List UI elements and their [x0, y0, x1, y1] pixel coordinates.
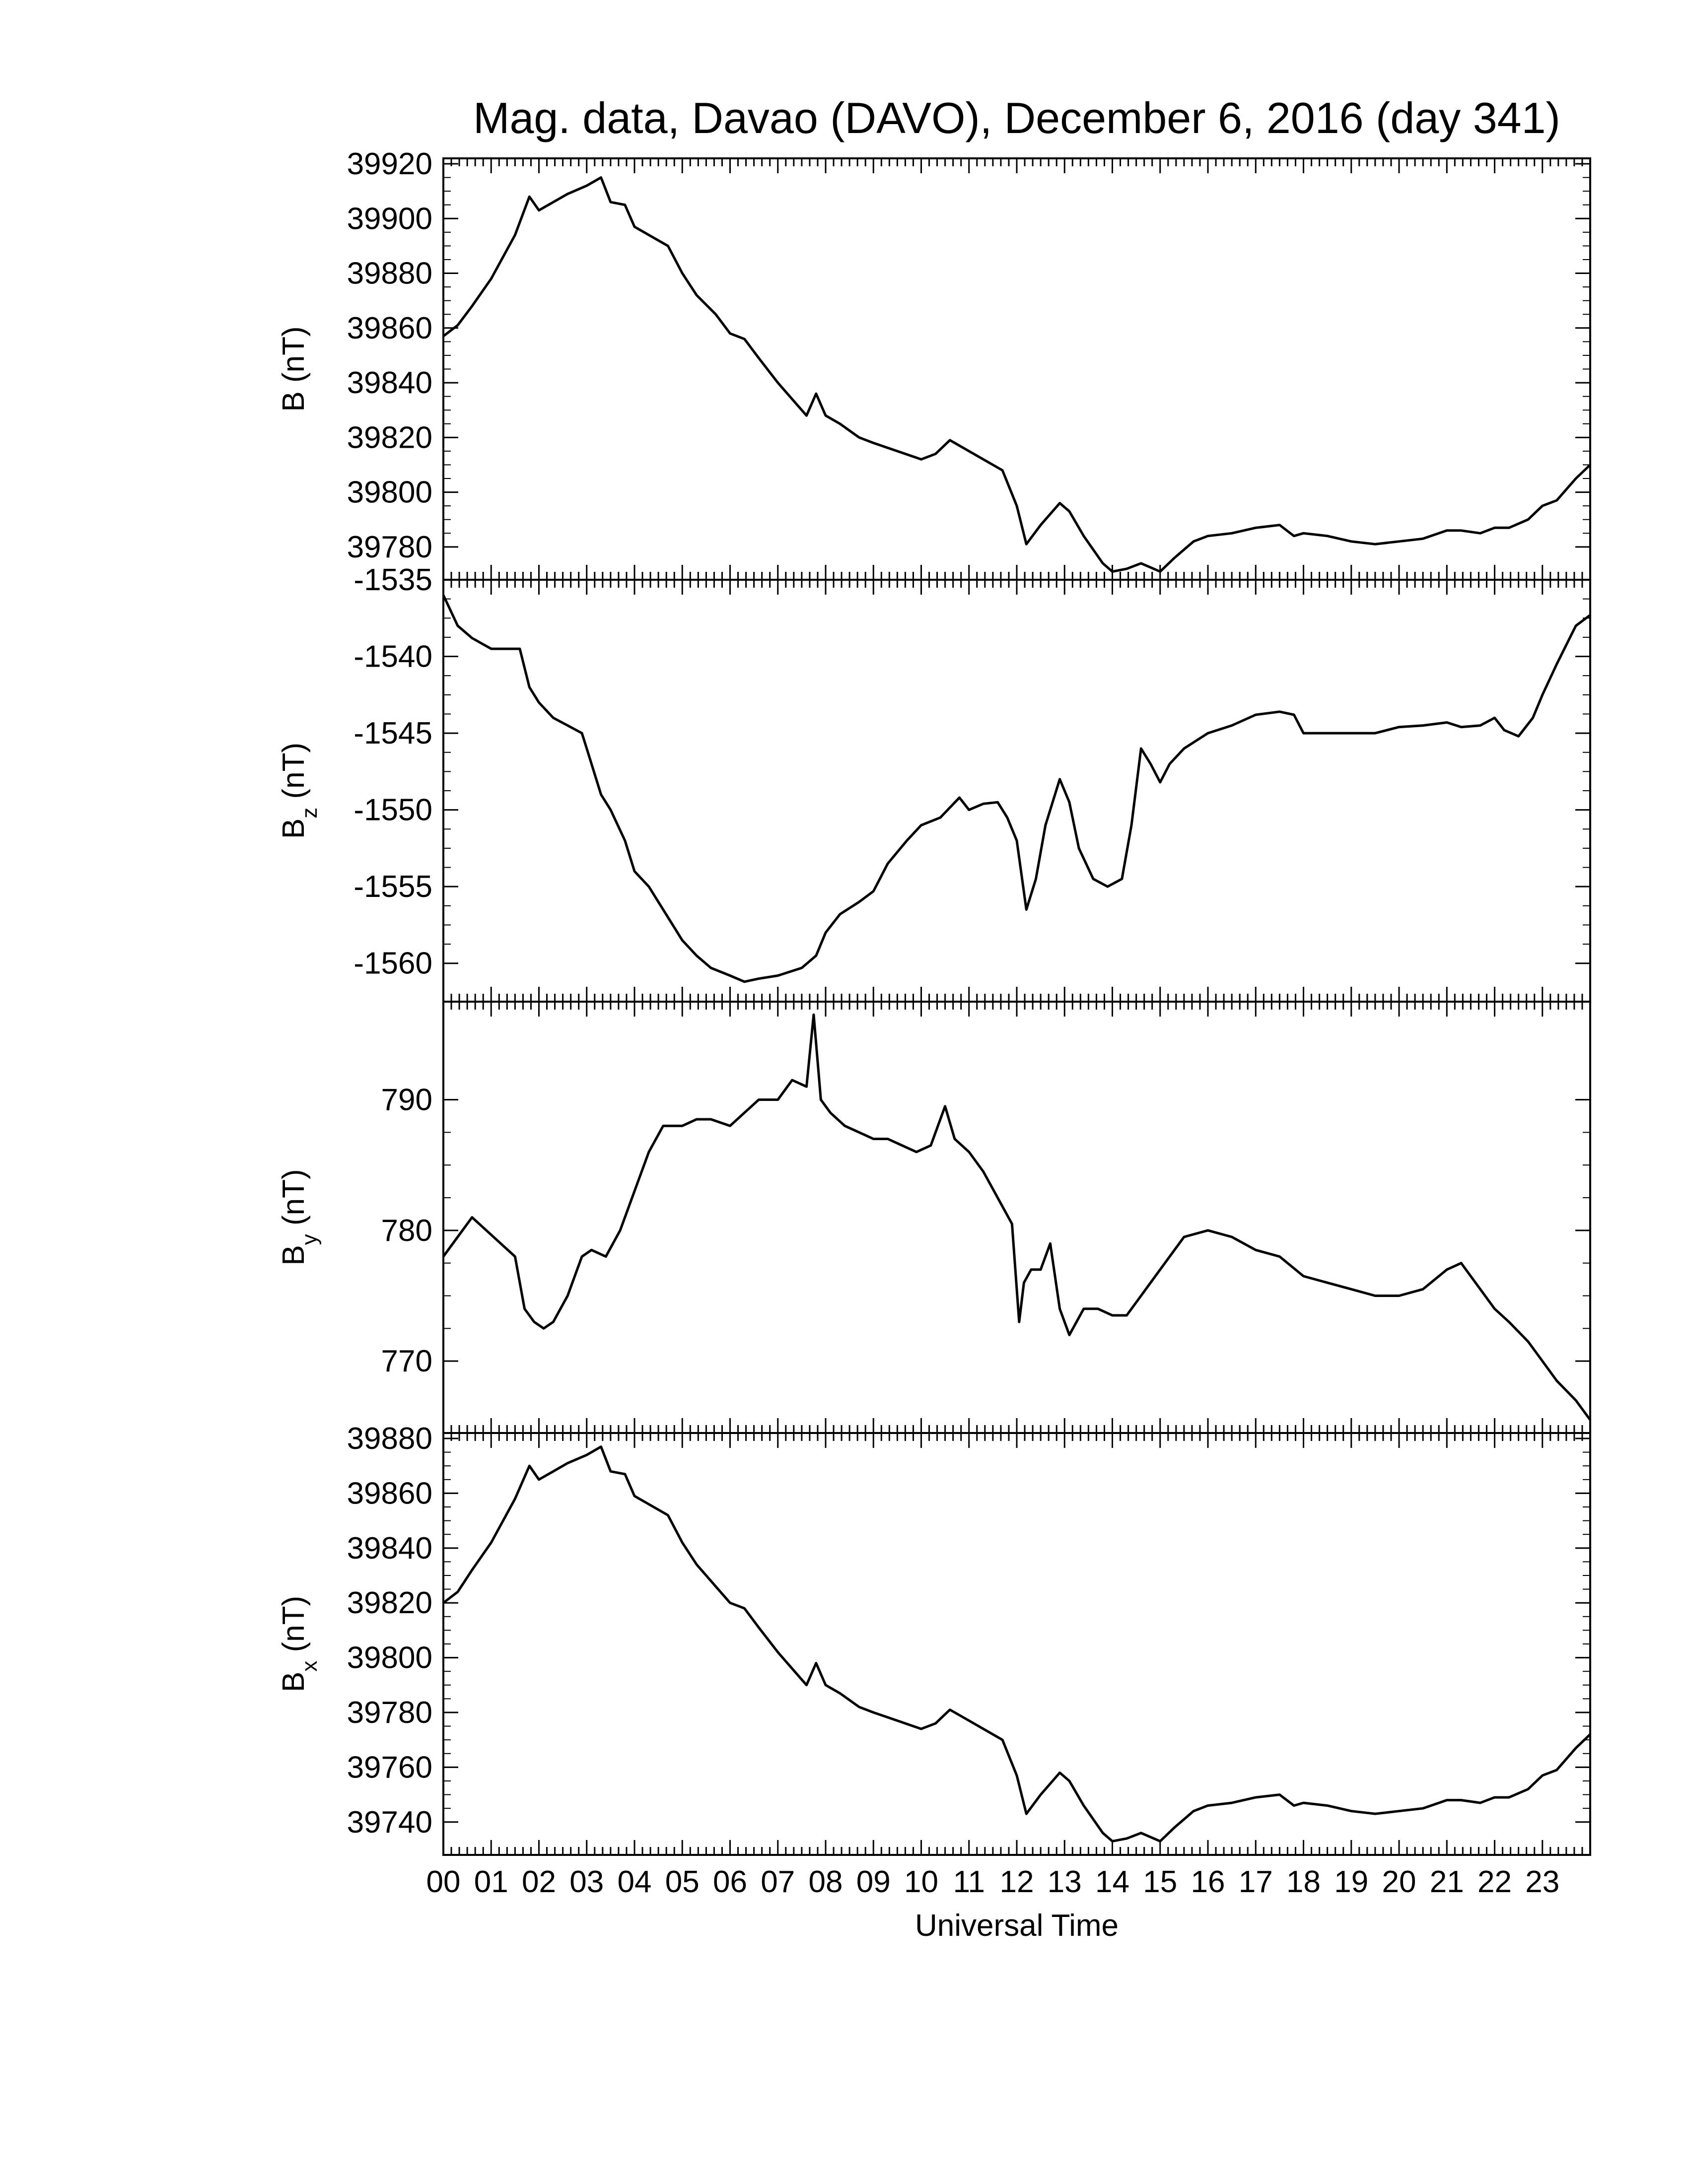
- y-axis-title: Bz (nT): [277, 743, 322, 839]
- y-axis-title-unit: (nT): [277, 1596, 311, 1661]
- y-tick-label: 39880: [347, 1422, 432, 1456]
- x-tick-label: 00: [426, 1865, 461, 1899]
- x-tick-label: 09: [856, 1865, 891, 1899]
- y-tick-label: -1555: [353, 870, 432, 904]
- y-axis-title: B (nT): [277, 326, 311, 411]
- y-tick-label: 39860: [347, 311, 432, 345]
- panels: 39780 39800 39820 39840 39860 39880 39900 39920…: [277, 147, 1592, 1856]
- x-tick-label: 14: [1095, 1865, 1129, 1899]
- y-axis-title-subscript: z: [297, 808, 322, 819]
- y-tick-label: 39900: [347, 202, 432, 236]
- y-tick-label: -1560: [353, 947, 432, 981]
- x-tick-label: 23: [1525, 1865, 1559, 1899]
- y-tick-label: 39820: [347, 1586, 432, 1620]
- y-tick-label: 39800: [347, 1641, 432, 1675]
- x-tick-label: 17: [1239, 1865, 1273, 1899]
- x-tick-label: 03: [569, 1865, 604, 1899]
- y-tick-label: 780: [381, 1214, 432, 1248]
- y-axis-title-main: B (nT): [277, 326, 311, 411]
- y-axis-title-subscript: x: [297, 1661, 322, 1672]
- x-tick-label: 20: [1382, 1865, 1416, 1899]
- y-tick-label: 39840: [347, 366, 432, 400]
- x-tick-label: 08: [809, 1865, 843, 1899]
- x-tick-label: 02: [522, 1865, 556, 1899]
- y-tick-label: 39760: [347, 1750, 432, 1784]
- y-tick-label: 39820: [347, 420, 432, 455]
- y-axis-title-unit: (nT): [277, 1169, 311, 1234]
- y-axis-title-subscript: y: [297, 1234, 322, 1245]
- y-tick-label: -1550: [353, 793, 432, 827]
- y-tick-label: -1535: [353, 563, 432, 597]
- y-axis-title-main: B: [277, 819, 311, 839]
- x-tick-label: 15: [1143, 1865, 1177, 1899]
- y-tick-label: 770: [381, 1344, 432, 1378]
- x-tick-label: 07: [761, 1865, 795, 1899]
- x-tick-label: 04: [618, 1865, 652, 1899]
- series-line-By: [442, 1013, 1592, 1421]
- series-line-Bz: [442, 594, 1591, 983]
- y-axis-title-main: B: [277, 1245, 311, 1265]
- y-axis-title: By (nT): [277, 1169, 322, 1265]
- y-tick-label: 39920: [347, 147, 432, 181]
- y-tick-label: -1540: [353, 640, 432, 674]
- x-tick-label: 13: [1048, 1865, 1082, 1899]
- y-tick-label: 39780: [347, 530, 432, 564]
- series-line-B: [442, 176, 1591, 573]
- y-tick-label: 39840: [347, 1531, 432, 1566]
- x-tick-label: 11: [953, 1865, 985, 1899]
- x-axis-tick-labels: 00 01 02 03 04 05 06 07 08 09 10 11 12 13 14 15 16 17 18 19…: [426, 1865, 1560, 1899]
- y-tick-label: 39740: [347, 1805, 432, 1840]
- x-tick-label: 12: [1000, 1865, 1034, 1899]
- x-tick-label: 21: [1430, 1865, 1464, 1899]
- x-tick-label: 22: [1477, 1865, 1512, 1899]
- chart-title: Mag. data, Davao (DAVO), December 6, 201…: [473, 93, 1560, 142]
- x-tick-label: 10: [904, 1865, 938, 1899]
- x-tick-label: 01: [474, 1865, 508, 1899]
- y-axis-title-main: B: [277, 1672, 311, 1692]
- y-tick-label: 39800: [347, 476, 432, 510]
- panel-B: 39780 39800 39820 39840 39860 39880 39900 39920…: [277, 147, 1591, 581]
- y-axis-title: Bx (nT): [277, 1596, 322, 1692]
- x-axis-title: Universal Time: [915, 1909, 1119, 1943]
- x-tick-label: 16: [1191, 1865, 1225, 1899]
- x-tick-label: 19: [1334, 1865, 1368, 1899]
- y-tick-label: 790: [381, 1083, 432, 1117]
- y-tick-label: 39780: [347, 1696, 432, 1730]
- x-tick-label: 05: [665, 1865, 700, 1899]
- y-tick-label: 39860: [347, 1476, 432, 1510]
- y-tick-label: 39880: [347, 257, 432, 291]
- panel-Bx: 39740 39760 39780 39800 39820 39840 39860 39880…: [277, 1422, 1591, 1856]
- x-tick-label: 06: [713, 1865, 747, 1899]
- x-tick-label: 18: [1286, 1865, 1321, 1899]
- y-axis-title-unit: (nT): [277, 743, 311, 808]
- series-line-Bx: [442, 1445, 1591, 1843]
- y-tick-label: -1545: [353, 716, 432, 751]
